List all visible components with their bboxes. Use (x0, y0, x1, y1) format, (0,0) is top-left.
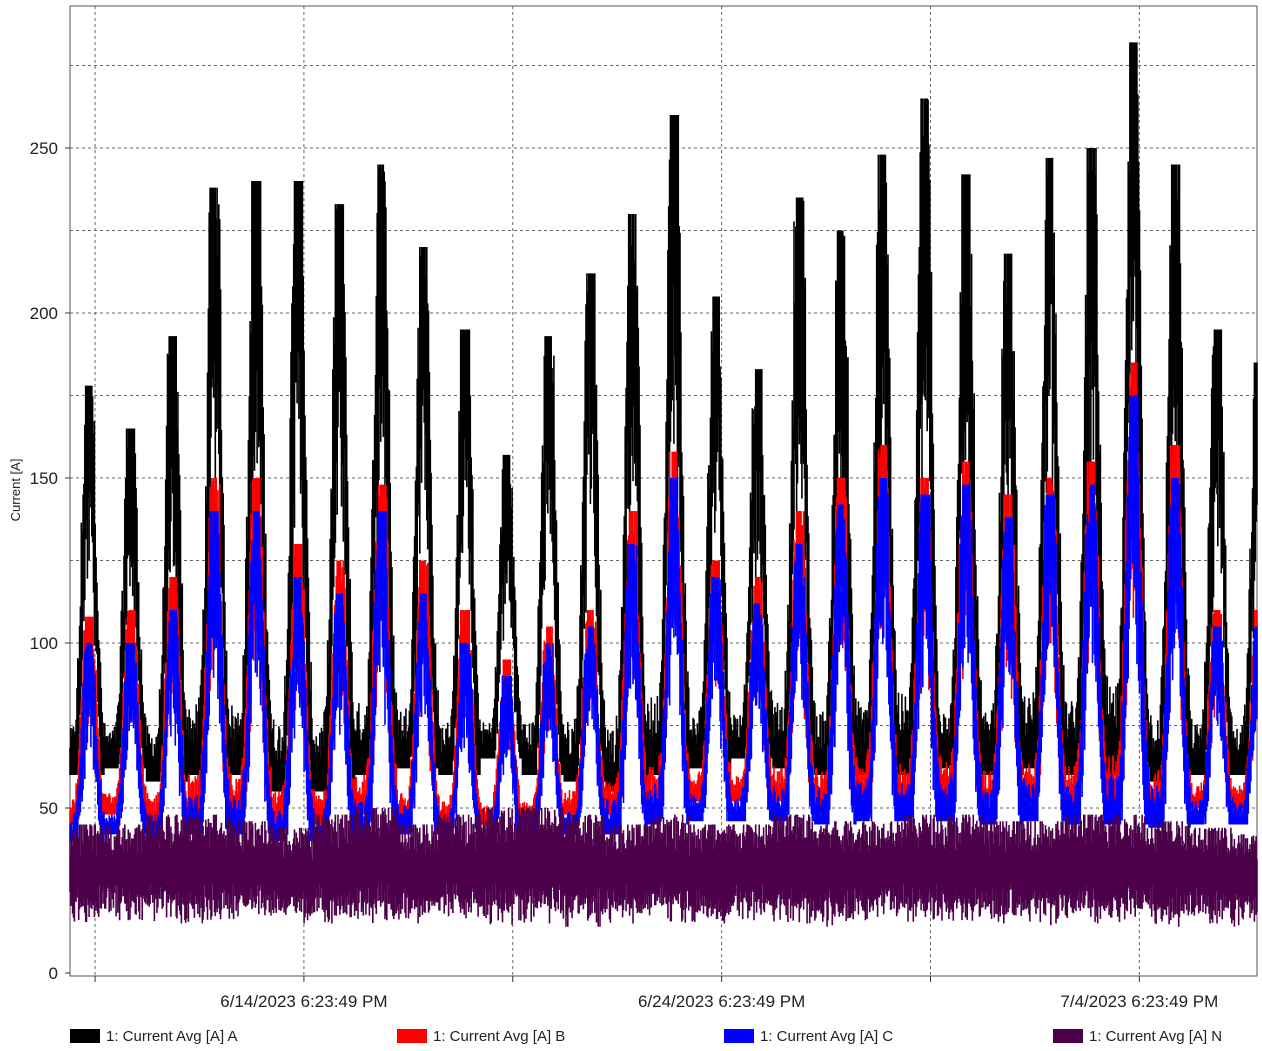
x-tick-label: 6/14/2023 6:23:49 PM (220, 992, 387, 1011)
legend-label-a: 1: Current Avg [A] A (106, 1027, 238, 1045)
x-tick-label: 6/24/2023 6:23:49 PM (638, 992, 805, 1011)
legend-swatch-b (397, 1029, 427, 1043)
series-line-4 (69, 808, 1258, 927)
series-layer (69, 42, 1258, 927)
legend-swatch-n (1053, 1029, 1083, 1043)
legend-swatch-a (70, 1029, 100, 1043)
legend-item-b: 1: Current Avg [A] B (397, 1024, 565, 1048)
y-tick-label: 50 (39, 799, 58, 818)
y-tick-label: 100 (30, 634, 58, 653)
legend-item-n: 1: Current Avg [A] N (1053, 1024, 1222, 1048)
legend-label-b: 1: Current Avg [A] B (433, 1027, 566, 1045)
series-line-3 (69, 395, 1258, 848)
axes: 0 50 100 150 200 250 6/14/2023 6:23:49 PM 6/24/… (30, 139, 1219, 1011)
legend-item-a: 1: Current Avg [A] A (70, 1024, 237, 1048)
y-tick-label: 0 (49, 964, 58, 983)
series-line-1 (69, 42, 1258, 792)
y-tick-label: 150 (30, 469, 58, 488)
y-tick-label: 200 (30, 304, 58, 323)
legend-swatch-c (724, 1029, 754, 1043)
legend: 1: Current Avg [A] A 1: Current Avg [A] … (0, 1024, 1262, 1048)
y-tick-label: 250 (30, 139, 58, 158)
legend-item-c: 1: Current Avg [A] C (724, 1024, 893, 1048)
legend-label-n: 1: Current Avg [A] N (1089, 1027, 1223, 1045)
x-tick-label: 7/4/2023 6:23:49 PM (1060, 992, 1218, 1011)
legend-label-c: 1: Current Avg [A] C (760, 1027, 894, 1045)
line-chart: 0 50 100 150 200 250 6/14/2023 6:23:49 PM 6/24/… (8, 5, 1258, 1011)
y-axis-title: Current [A] (8, 459, 23, 522)
